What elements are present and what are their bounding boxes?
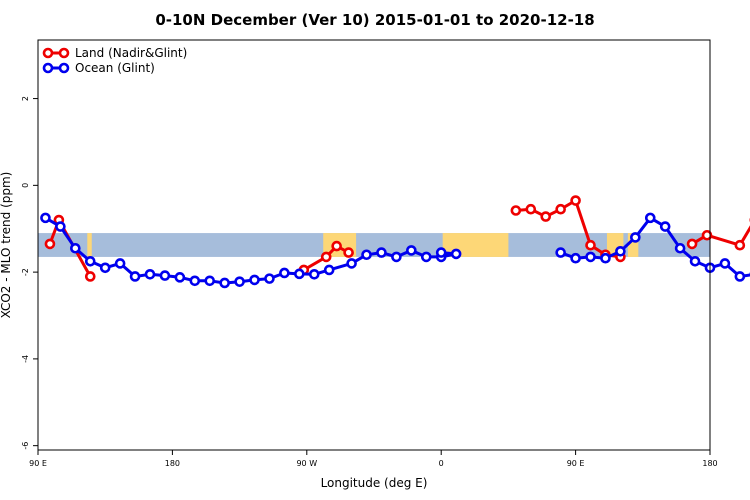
ocean-point bbox=[346, 258, 357, 269]
ocean-point bbox=[555, 247, 566, 258]
ocean-point bbox=[734, 271, 746, 282]
y-tick-label: -4 bbox=[21, 355, 30, 363]
ocean-point bbox=[659, 221, 671, 232]
ocean-point bbox=[189, 275, 201, 287]
ocean-point bbox=[219, 277, 230, 289]
land-point bbox=[510, 205, 522, 216]
y-tick-label: -6 bbox=[21, 442, 30, 450]
land-segment bbox=[627, 233, 639, 257]
ocean-point bbox=[376, 247, 387, 258]
ocean-point bbox=[308, 268, 320, 280]
ocean-band bbox=[38, 233, 710, 257]
x-tick-label: 0 bbox=[439, 459, 444, 468]
ocean-point bbox=[719, 258, 731, 269]
ocean-point bbox=[323, 264, 335, 276]
legend-land-marker bbox=[42, 47, 54, 59]
ocean-point bbox=[70, 242, 81, 254]
legend: Land (Nadir&Glint)Ocean (Glint) bbox=[42, 46, 187, 75]
ocean-point bbox=[600, 252, 611, 264]
x-tick-label: 180 bbox=[165, 459, 180, 468]
ocean-point bbox=[435, 247, 447, 258]
ocean-point bbox=[144, 268, 156, 280]
y-axis-label: XCO2 - MLO trend (ppm) bbox=[0, 172, 13, 319]
ocean-point bbox=[570, 252, 581, 264]
x-axis-label: Longitude (deg E) bbox=[321, 476, 428, 490]
ocean-point bbox=[294, 268, 305, 280]
ocean-point bbox=[420, 251, 432, 263]
land-point bbox=[701, 229, 713, 241]
ocean-point bbox=[204, 275, 216, 287]
ocean-point bbox=[644, 212, 656, 224]
ocean-point bbox=[174, 272, 186, 283]
y-tick-label: -2 bbox=[21, 268, 30, 276]
land-series-line bbox=[303, 244, 350, 272]
land-point bbox=[686, 238, 698, 250]
land-point bbox=[320, 251, 332, 263]
ocean-point bbox=[391, 251, 402, 263]
plot-frame bbox=[37, 39, 711, 451]
y-tick-label: 0 bbox=[21, 183, 30, 188]
ocean-point bbox=[114, 258, 126, 269]
land-point bbox=[84, 271, 96, 282]
series-layer bbox=[40, 195, 750, 289]
ocean-point bbox=[615, 245, 626, 257]
ocean-point bbox=[249, 274, 260, 286]
ocean-point bbox=[361, 249, 372, 261]
land-point bbox=[540, 211, 552, 222]
ocean-point bbox=[40, 212, 51, 224]
x-tick-label: 90 W bbox=[296, 459, 317, 468]
legend-land-marker bbox=[58, 47, 70, 59]
x-tick-label: 90 E bbox=[567, 459, 585, 468]
ocean-point bbox=[689, 255, 701, 267]
ocean-point bbox=[585, 251, 596, 263]
x-tick-label: 90 E bbox=[29, 459, 47, 468]
chart-title: 0-10N December (Ver 10) 2015-01-01 to 20… bbox=[155, 11, 594, 29]
ocean-point bbox=[84, 255, 96, 267]
land-point bbox=[734, 239, 746, 251]
x-tick-label: 180 bbox=[702, 459, 717, 468]
ocean-point bbox=[674, 242, 686, 254]
ocean-point bbox=[55, 221, 66, 232]
land-segment bbox=[87, 233, 92, 257]
ocean-point bbox=[159, 270, 171, 281]
legend-land-label: Land (Nadir&Glint) bbox=[75, 46, 187, 60]
legend-ocean-marker bbox=[58, 62, 70, 74]
land-point bbox=[44, 238, 56, 250]
land-point bbox=[343, 247, 354, 258]
land-point bbox=[331, 240, 342, 252]
ocean-point bbox=[450, 248, 462, 260]
land-point bbox=[570, 195, 581, 206]
ocean-point bbox=[279, 267, 290, 279]
axes: 90 E 180 90 W 0 90 E 180 -6 -4 -2 0 2 bbox=[21, 96, 718, 468]
ocean-point bbox=[234, 276, 245, 287]
legend-ocean-marker bbox=[42, 62, 54, 74]
ocean-point bbox=[406, 245, 417, 256]
land-point bbox=[525, 203, 537, 215]
ocean-point bbox=[129, 271, 141, 282]
land-point bbox=[555, 203, 566, 215]
y-tick-label: 2 bbox=[21, 96, 30, 101]
ocean-point bbox=[264, 273, 275, 284]
ocean-point bbox=[99, 262, 111, 274]
ocean-point bbox=[630, 232, 641, 243]
legend-ocean-label: Ocean (Glint) bbox=[75, 61, 155, 75]
land-point bbox=[585, 239, 596, 251]
